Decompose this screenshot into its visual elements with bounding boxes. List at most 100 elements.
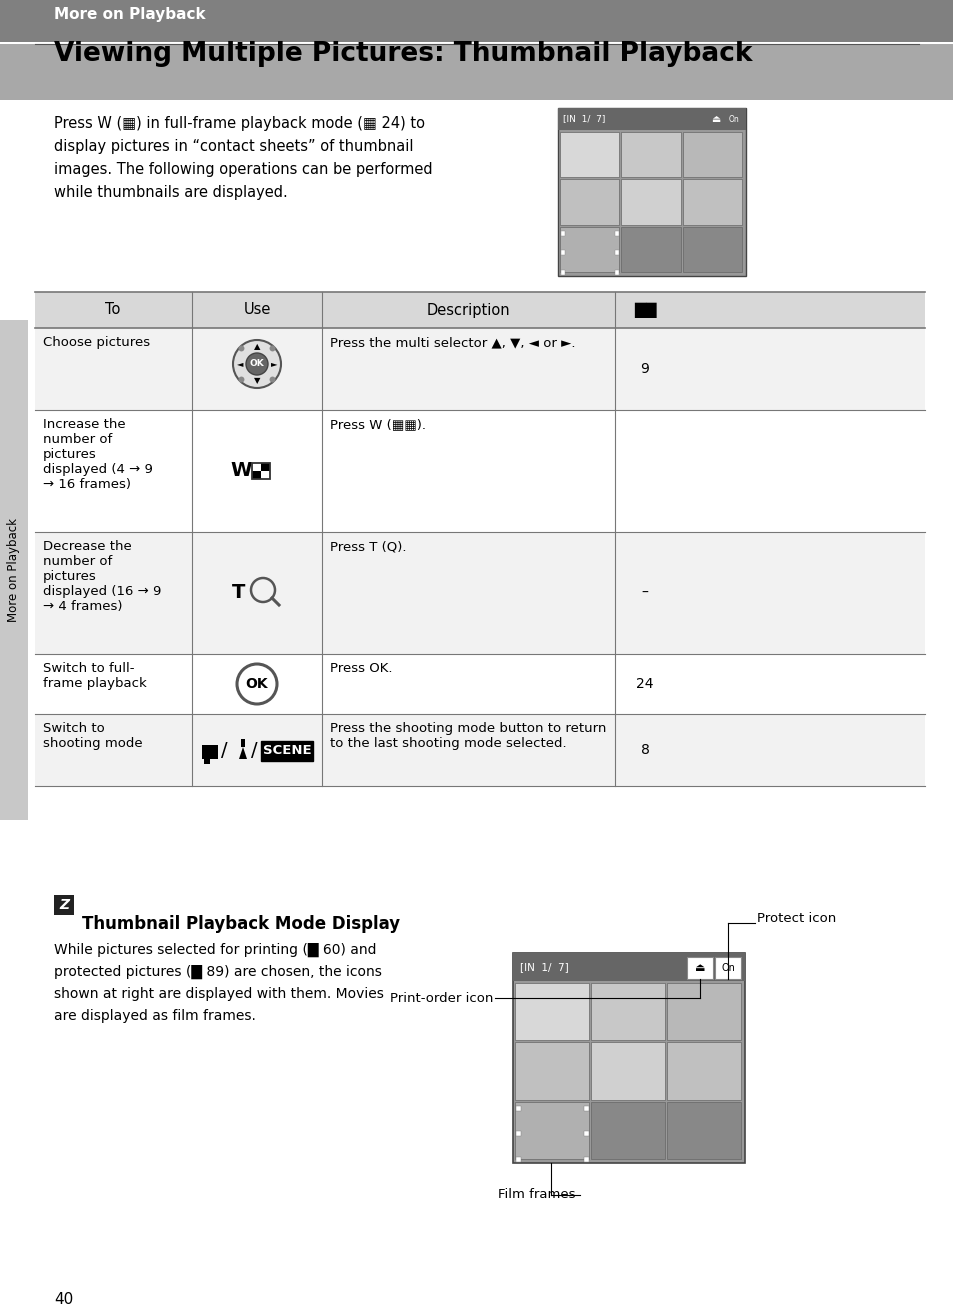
Text: 40: 40 bbox=[54, 1292, 73, 1307]
Text: display pictures in “contact sheets” of thumbnail: display pictures in “contact sheets” of … bbox=[54, 139, 413, 154]
Bar bbox=[559, 179, 618, 225]
Circle shape bbox=[233, 340, 281, 388]
Bar bbox=[252, 470, 261, 480]
Bar bbox=[583, 1158, 588, 1162]
Bar bbox=[0, 43, 953, 100]
Bar bbox=[35, 410, 924, 532]
Bar bbox=[682, 131, 741, 177]
Bar bbox=[35, 714, 924, 786]
Text: protected pictures (█ 89) are chosen, the icons: protected pictures (█ 89) are chosen, th… bbox=[54, 964, 381, 979]
Text: Description: Description bbox=[426, 302, 509, 318]
Circle shape bbox=[238, 377, 244, 382]
Text: Z: Z bbox=[59, 897, 69, 912]
Bar bbox=[620, 179, 679, 225]
Bar bbox=[261, 463, 270, 470]
Bar bbox=[714, 957, 740, 979]
Bar bbox=[35, 532, 924, 654]
Bar bbox=[261, 470, 270, 480]
Text: To: To bbox=[105, 302, 121, 318]
Bar bbox=[513, 953, 744, 982]
Bar bbox=[686, 957, 712, 979]
Bar bbox=[558, 108, 745, 130]
Text: T: T bbox=[233, 583, 246, 603]
Text: while thumbnails are displayed.: while thumbnails are displayed. bbox=[54, 185, 288, 200]
Bar bbox=[0, 0, 953, 42]
Bar bbox=[560, 269, 564, 275]
Bar bbox=[666, 1101, 740, 1159]
Text: Choose pictures: Choose pictures bbox=[43, 336, 150, 350]
Bar bbox=[682, 179, 741, 225]
Bar bbox=[515, 1101, 588, 1159]
Bar bbox=[516, 1105, 520, 1110]
Circle shape bbox=[270, 346, 275, 351]
Text: Press the shooting mode button to return
to the last shooting mode selected.: Press the shooting mode button to return… bbox=[330, 721, 606, 750]
Text: More on Playback: More on Playback bbox=[8, 518, 20, 622]
Bar bbox=[35, 654, 924, 714]
Circle shape bbox=[238, 346, 244, 351]
Bar bbox=[513, 953, 744, 1163]
Bar bbox=[516, 1158, 520, 1162]
Bar bbox=[666, 1042, 740, 1100]
Text: Press OK.: Press OK. bbox=[330, 662, 392, 675]
Bar bbox=[615, 269, 618, 275]
Text: Viewing Multiple Pictures: Thumbnail Playback: Viewing Multiple Pictures: Thumbnail Pla… bbox=[54, 41, 752, 67]
Text: ▲: ▲ bbox=[253, 343, 260, 352]
Text: While pictures selected for printing (█ 60) and: While pictures selected for printing (█ … bbox=[54, 943, 376, 958]
Bar bbox=[202, 745, 218, 759]
Polygon shape bbox=[239, 746, 247, 759]
Text: Print-order icon: Print-order icon bbox=[389, 992, 493, 1004]
Text: –: – bbox=[640, 586, 648, 600]
Bar bbox=[515, 983, 588, 1041]
Bar bbox=[35, 292, 924, 328]
Text: Switch to full-
frame playback: Switch to full- frame playback bbox=[43, 662, 147, 690]
Bar bbox=[590, 1042, 664, 1100]
Circle shape bbox=[270, 377, 275, 382]
Bar bbox=[241, 738, 245, 746]
Bar bbox=[252, 463, 261, 470]
Text: OK: OK bbox=[250, 360, 264, 368]
Bar bbox=[682, 227, 741, 272]
Text: Thumbnail Playback Mode Display: Thumbnail Playback Mode Display bbox=[82, 915, 399, 933]
Bar bbox=[560, 231, 564, 235]
Text: 24: 24 bbox=[636, 677, 653, 691]
Bar bbox=[620, 131, 679, 177]
Text: ►: ► bbox=[271, 360, 277, 368]
Text: /: / bbox=[251, 741, 257, 759]
Text: [IN  1/  7]: [IN 1/ 7] bbox=[519, 962, 568, 972]
Bar bbox=[615, 231, 618, 235]
Text: Press W (▦▦).: Press W (▦▦). bbox=[330, 418, 426, 431]
Circle shape bbox=[246, 353, 268, 374]
Text: 8: 8 bbox=[639, 742, 649, 757]
Text: Press the multi selector ▲, ▼, ◄ or ►.: Press the multi selector ▲, ▼, ◄ or ►. bbox=[330, 336, 575, 350]
Bar bbox=[204, 759, 210, 763]
Text: Protect icon: Protect icon bbox=[757, 912, 836, 925]
Text: /: / bbox=[220, 741, 227, 759]
Bar bbox=[583, 1105, 588, 1110]
Text: ▼: ▼ bbox=[253, 377, 260, 385]
Text: ⏏: ⏏ bbox=[694, 963, 704, 972]
Text: ⏏: ⏏ bbox=[711, 114, 720, 124]
Text: Film frames: Film frames bbox=[497, 1188, 575, 1201]
Bar bbox=[35, 328, 924, 410]
Bar bbox=[559, 131, 618, 177]
Text: ◄: ◄ bbox=[236, 360, 243, 368]
Text: [IN  1/  7]: [IN 1/ 7] bbox=[562, 114, 605, 124]
Bar bbox=[252, 463, 270, 480]
Text: 9: 9 bbox=[639, 361, 649, 376]
Bar bbox=[558, 108, 745, 276]
Text: W: W bbox=[230, 461, 252, 481]
Text: Press W (▦) in full-frame playback mode (▦ 24) to: Press W (▦) in full-frame playback mode … bbox=[54, 116, 424, 131]
Bar bbox=[620, 227, 679, 272]
Bar bbox=[261, 741, 313, 761]
Bar bbox=[583, 1131, 588, 1137]
Bar bbox=[516, 1131, 520, 1137]
Text: Press T (Q).: Press T (Q). bbox=[330, 540, 406, 553]
Text: OK: OK bbox=[246, 677, 268, 691]
Bar bbox=[615, 251, 618, 255]
Text: images. The following operations can be performed: images. The following operations can be … bbox=[54, 162, 432, 177]
Bar bbox=[54, 895, 74, 915]
Bar bbox=[666, 983, 740, 1041]
Bar bbox=[560, 251, 564, 255]
Text: Switch to
shooting mode: Switch to shooting mode bbox=[43, 721, 143, 750]
Text: Decrease the
number of
pictures
displayed (16 → 9
→ 4 frames): Decrease the number of pictures displaye… bbox=[43, 540, 161, 614]
